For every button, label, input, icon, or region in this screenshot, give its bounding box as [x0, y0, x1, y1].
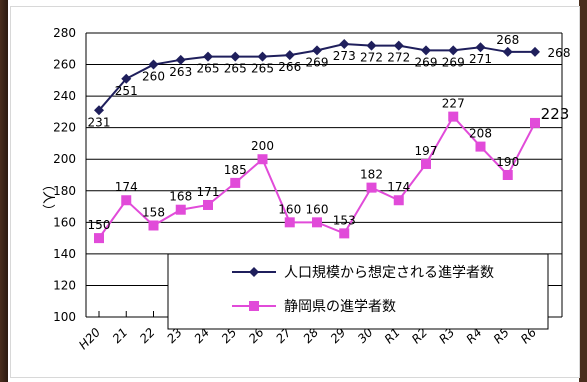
- data-label: 260: [142, 70, 165, 84]
- data-label: 208: [469, 127, 492, 141]
- data-label: 273: [333, 49, 356, 63]
- data-point: [148, 59, 159, 70]
- data-point: [175, 54, 186, 65]
- data-point: [530, 46, 540, 57]
- data-label: 269: [415, 55, 438, 69]
- y-axis-label: （人）: [40, 178, 55, 217]
- y-tick-label: 140: [53, 247, 76, 261]
- x-tick-label: 22: [137, 325, 158, 346]
- legend-item-2: 静岡県の進学者数: [232, 299, 396, 315]
- data-label: 263: [169, 65, 192, 79]
- legend-marker-2: [249, 301, 259, 311]
- data-label: 200: [251, 139, 274, 153]
- data-label: 160: [306, 202, 329, 216]
- data-point: [257, 51, 268, 62]
- legend-marker-1: [249, 267, 259, 277]
- data-point: [475, 42, 486, 53]
- y-tick-label: 200: [53, 152, 76, 166]
- data-point: [230, 177, 241, 188]
- data-point: [502, 170, 513, 180]
- legend-label-2: 静岡県の進学者数: [284, 299, 396, 315]
- data-point: [203, 51, 213, 62]
- y-tick-label: 220: [53, 121, 76, 135]
- data-point: [448, 45, 459, 56]
- data-point: [203, 199, 213, 210]
- y-tick-labels: 100 120 140 160 180 200 220 240 260 280: [53, 26, 76, 324]
- y-tick-label: 120: [53, 278, 76, 292]
- data-label: 168: [169, 190, 192, 204]
- y-tick-label: 260: [53, 58, 76, 72]
- data-label: 174: [115, 180, 138, 194]
- data-label: 174: [387, 180, 410, 194]
- data-point: [448, 111, 459, 122]
- data-label: 272: [387, 51, 410, 65]
- data-label: 272: [360, 51, 383, 65]
- data-point: [284, 217, 295, 228]
- data-label: 153: [333, 213, 356, 227]
- data-label: 265: [224, 62, 247, 76]
- data-point: [312, 217, 322, 228]
- legend-label-1: 人口規模から想定される進学者数: [284, 265, 494, 281]
- data-point: [121, 73, 132, 84]
- data-label: 269: [306, 55, 329, 69]
- legend-item-1: 人口規模から想定される進学者数: [232, 265, 494, 281]
- data-label: 227: [442, 97, 465, 111]
- data-point: [421, 45, 431, 56]
- data-point: [284, 50, 295, 61]
- data-point: [257, 154, 268, 165]
- data-point: [339, 39, 350, 50]
- data-point: [366, 182, 377, 193]
- data-point: [393, 40, 404, 51]
- data-label: 197: [415, 144, 438, 158]
- data-label: 268: [496, 33, 519, 47]
- data-point: [148, 220, 159, 231]
- data-label: 150: [88, 218, 111, 232]
- data-label: 171: [197, 185, 220, 199]
- data-label: 185: [224, 163, 247, 177]
- x-tick-label: H20: [76, 325, 103, 352]
- x-tick-labels: H20 21 22 23 24 25 26 27 28 29 30 R1 R2 R3 R4 R5 R6: [76, 311, 539, 352]
- data-point: [312, 45, 322, 56]
- data-point: [175, 204, 186, 215]
- data-label: 251: [115, 84, 138, 98]
- data-label: 223: [541, 105, 570, 123]
- data-label: 268: [548, 46, 571, 60]
- data-point: [339, 228, 350, 239]
- data-point: [94, 105, 104, 116]
- data-label: 269: [442, 55, 465, 69]
- data-point: [502, 46, 513, 57]
- y-tick-label: 160: [53, 215, 76, 229]
- data-label: 265: [251, 62, 274, 76]
- y-tick-label: 280: [53, 26, 76, 40]
- data-label: 265: [197, 62, 220, 76]
- data-point: [475, 141, 486, 152]
- data-label: 182: [360, 168, 383, 182]
- data-label: 266: [278, 60, 301, 74]
- data-label: 158: [142, 205, 165, 219]
- data-point: [421, 158, 431, 169]
- data-label: 160: [278, 202, 301, 216]
- data-point: [121, 195, 132, 206]
- data-labels: 231 251 260 263 265 265 265 266 269 273 272 272 269 2…: [88, 33, 571, 232]
- legend-box: [167, 253, 549, 330]
- y-tick-label: 240: [53, 89, 76, 103]
- data-point: [393, 195, 404, 206]
- x-tick-label: 21: [110, 325, 131, 346]
- series-markers: [94, 39, 540, 244]
- data-label: 231: [88, 115, 111, 129]
- data-point: [230, 51, 241, 62]
- data-label: 190: [496, 155, 519, 169]
- data-label: 271: [469, 52, 492, 66]
- y-tick-label: 180: [53, 184, 76, 198]
- data-point: [530, 117, 540, 128]
- data-point: [366, 40, 377, 51]
- data-point: [94, 233, 104, 244]
- legend: 人口規模から想定される進学者数 静岡県の進学者数: [167, 253, 549, 330]
- y-tick-label: 100: [53, 310, 76, 324]
